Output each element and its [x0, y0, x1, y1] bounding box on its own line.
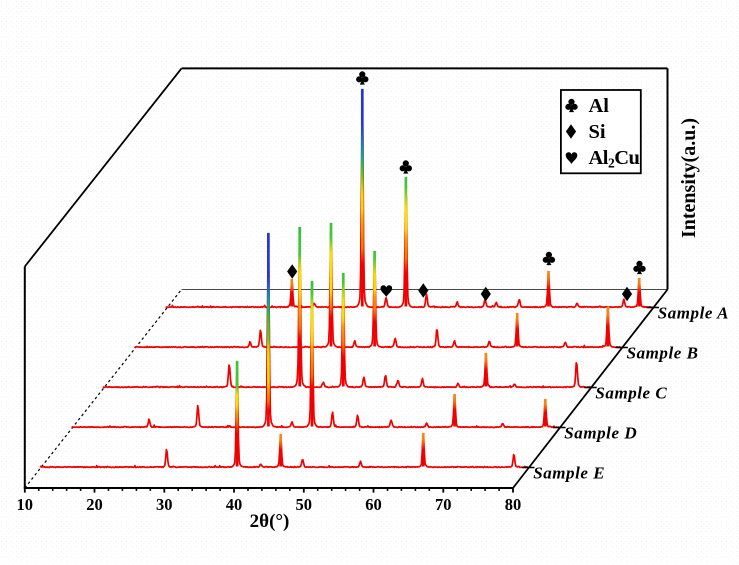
- svg-text:70: 70: [435, 495, 452, 514]
- svg-text:80: 80: [505, 495, 522, 514]
- svg-text:10: 10: [17, 495, 34, 514]
- svg-text:Sample C: Sample C: [595, 384, 667, 403]
- svg-text:20: 20: [86, 495, 103, 514]
- svg-text:30: 30: [156, 495, 173, 514]
- svg-text:Intensity(a.u.): Intensity(a.u.): [678, 118, 700, 238]
- svg-text:Sample B: Sample B: [627, 344, 699, 363]
- svg-text:50: 50: [296, 495, 313, 514]
- svg-text:Sample D: Sample D: [564, 424, 637, 443]
- svg-text:2θ(°): 2θ(°): [250, 511, 290, 532]
- svg-text:Al2Cu: Al2Cu: [589, 147, 640, 171]
- svg-text:Sample E: Sample E: [533, 464, 605, 483]
- svg-text:Si: Si: [589, 121, 606, 143]
- svg-text:40: 40: [226, 495, 243, 514]
- svg-text:Al: Al: [589, 95, 610, 117]
- svg-text:Sample A: Sample A: [658, 304, 729, 323]
- svg-text:60: 60: [365, 495, 382, 514]
